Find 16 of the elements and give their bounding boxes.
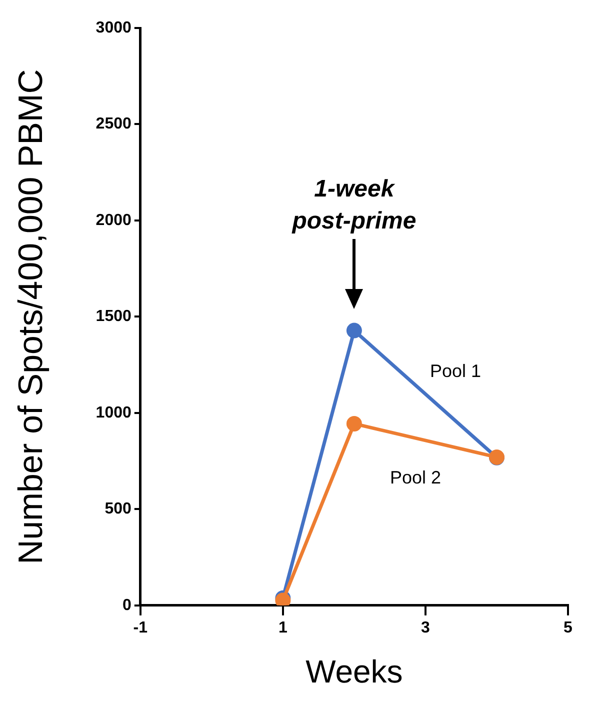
y-tick-label: 3000 — [96, 19, 132, 36]
x-tick-label: -1 — [133, 619, 148, 636]
y-axis-title: Number of Spots/400,000 PBMC — [12, 69, 50, 564]
annotation: 1-week post-prime — [291, 176, 416, 235]
x-tick-label: 3 — [421, 619, 430, 636]
x-axis-title: Weeks — [306, 654, 403, 690]
series-label: Pool 1 — [430, 361, 481, 382]
series-label: Pool 2 — [390, 467, 441, 488]
y-tick-label: 2500 — [96, 116, 132, 133]
y-tick-label: 2000 — [96, 212, 132, 229]
x-tick-label: 5 — [564, 619, 573, 636]
y-tick-label: 500 — [104, 500, 132, 518]
y-tick-label: 1000 — [96, 404, 132, 422]
x-tick-label: 1 — [278, 619, 288, 636]
y-tick-label: 0 — [122, 596, 132, 614]
y-tick-label: 1500 — [96, 308, 132, 326]
